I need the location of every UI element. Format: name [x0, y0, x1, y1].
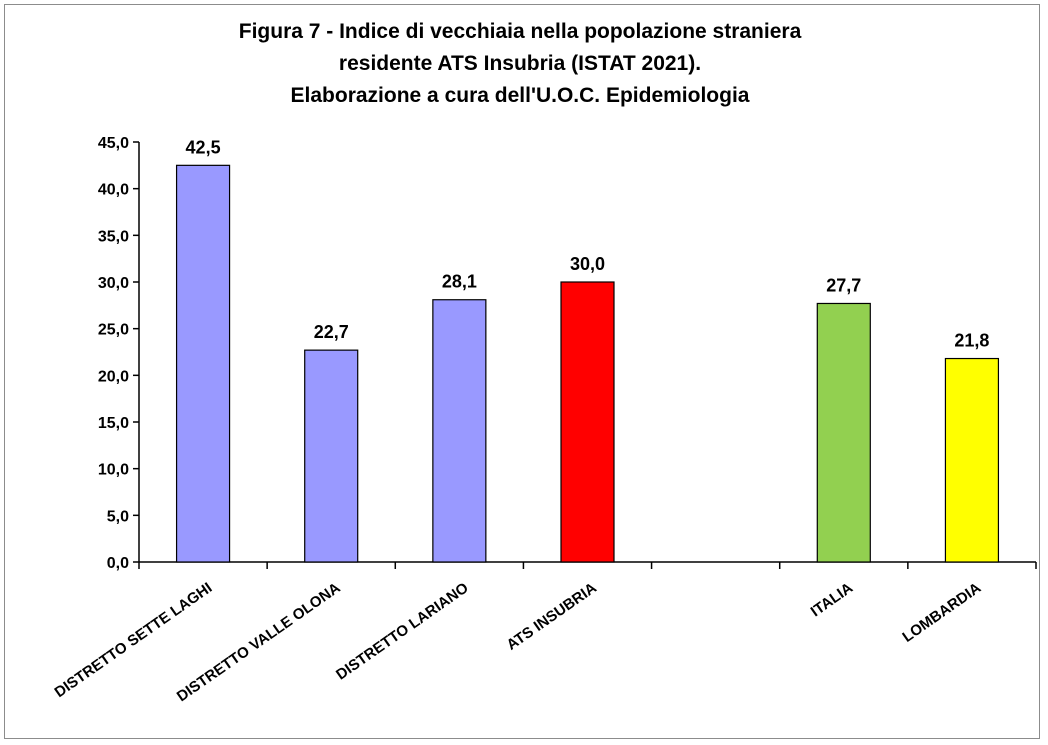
chart-title-line-3: Elaborazione a cura dell'U.O.C. Epidemio…	[290, 84, 750, 107]
bar	[816, 302, 871, 563]
chart-title: Figura 7 - Indice di vecchiaia nella pop…	[0, 16, 1040, 112]
data-label: 21,8	[954, 331, 989, 351]
data-label: 27,7	[826, 275, 861, 295]
x-category-label: DISTRETTO LARIANO	[333, 579, 472, 683]
y-tick-label: 35,0	[98, 228, 129, 245]
bar	[432, 299, 487, 563]
y-tick-label: 40,0	[98, 182, 129, 199]
bar	[944, 357, 1000, 563]
y-tick-label: 15,0	[98, 415, 129, 432]
y-tick-label: 30,0	[98, 275, 129, 292]
y-tick-label: 0,0	[107, 555, 129, 572]
x-category-label: ATS INSUBRIA	[504, 579, 600, 654]
y-tick-label: 20,0	[98, 368, 129, 385]
data-label: 30,0	[570, 254, 605, 274]
x-category-label: LOMBARDIA	[899, 579, 984, 646]
bar	[560, 281, 615, 563]
chart-title-line-2: residente ATS Insubria (ISTAT 2021).	[338, 52, 702, 75]
bar	[175, 164, 231, 563]
y-tick-label: 5,0	[107, 508, 129, 525]
y-tick-label: 10,0	[98, 462, 129, 479]
y-tick-label: 45,0	[98, 135, 129, 152]
y-tick-label: 25,0	[98, 322, 129, 339]
x-category-label: ITALIA	[808, 579, 857, 620]
chart-title-line-1: Figura 7 - Indice di vecchiaia nella pop…	[238, 20, 802, 43]
data-label: 28,1	[442, 272, 477, 292]
bar	[304, 349, 359, 563]
data-label: 42,5	[186, 137, 221, 157]
data-label: 22,7	[314, 322, 349, 342]
